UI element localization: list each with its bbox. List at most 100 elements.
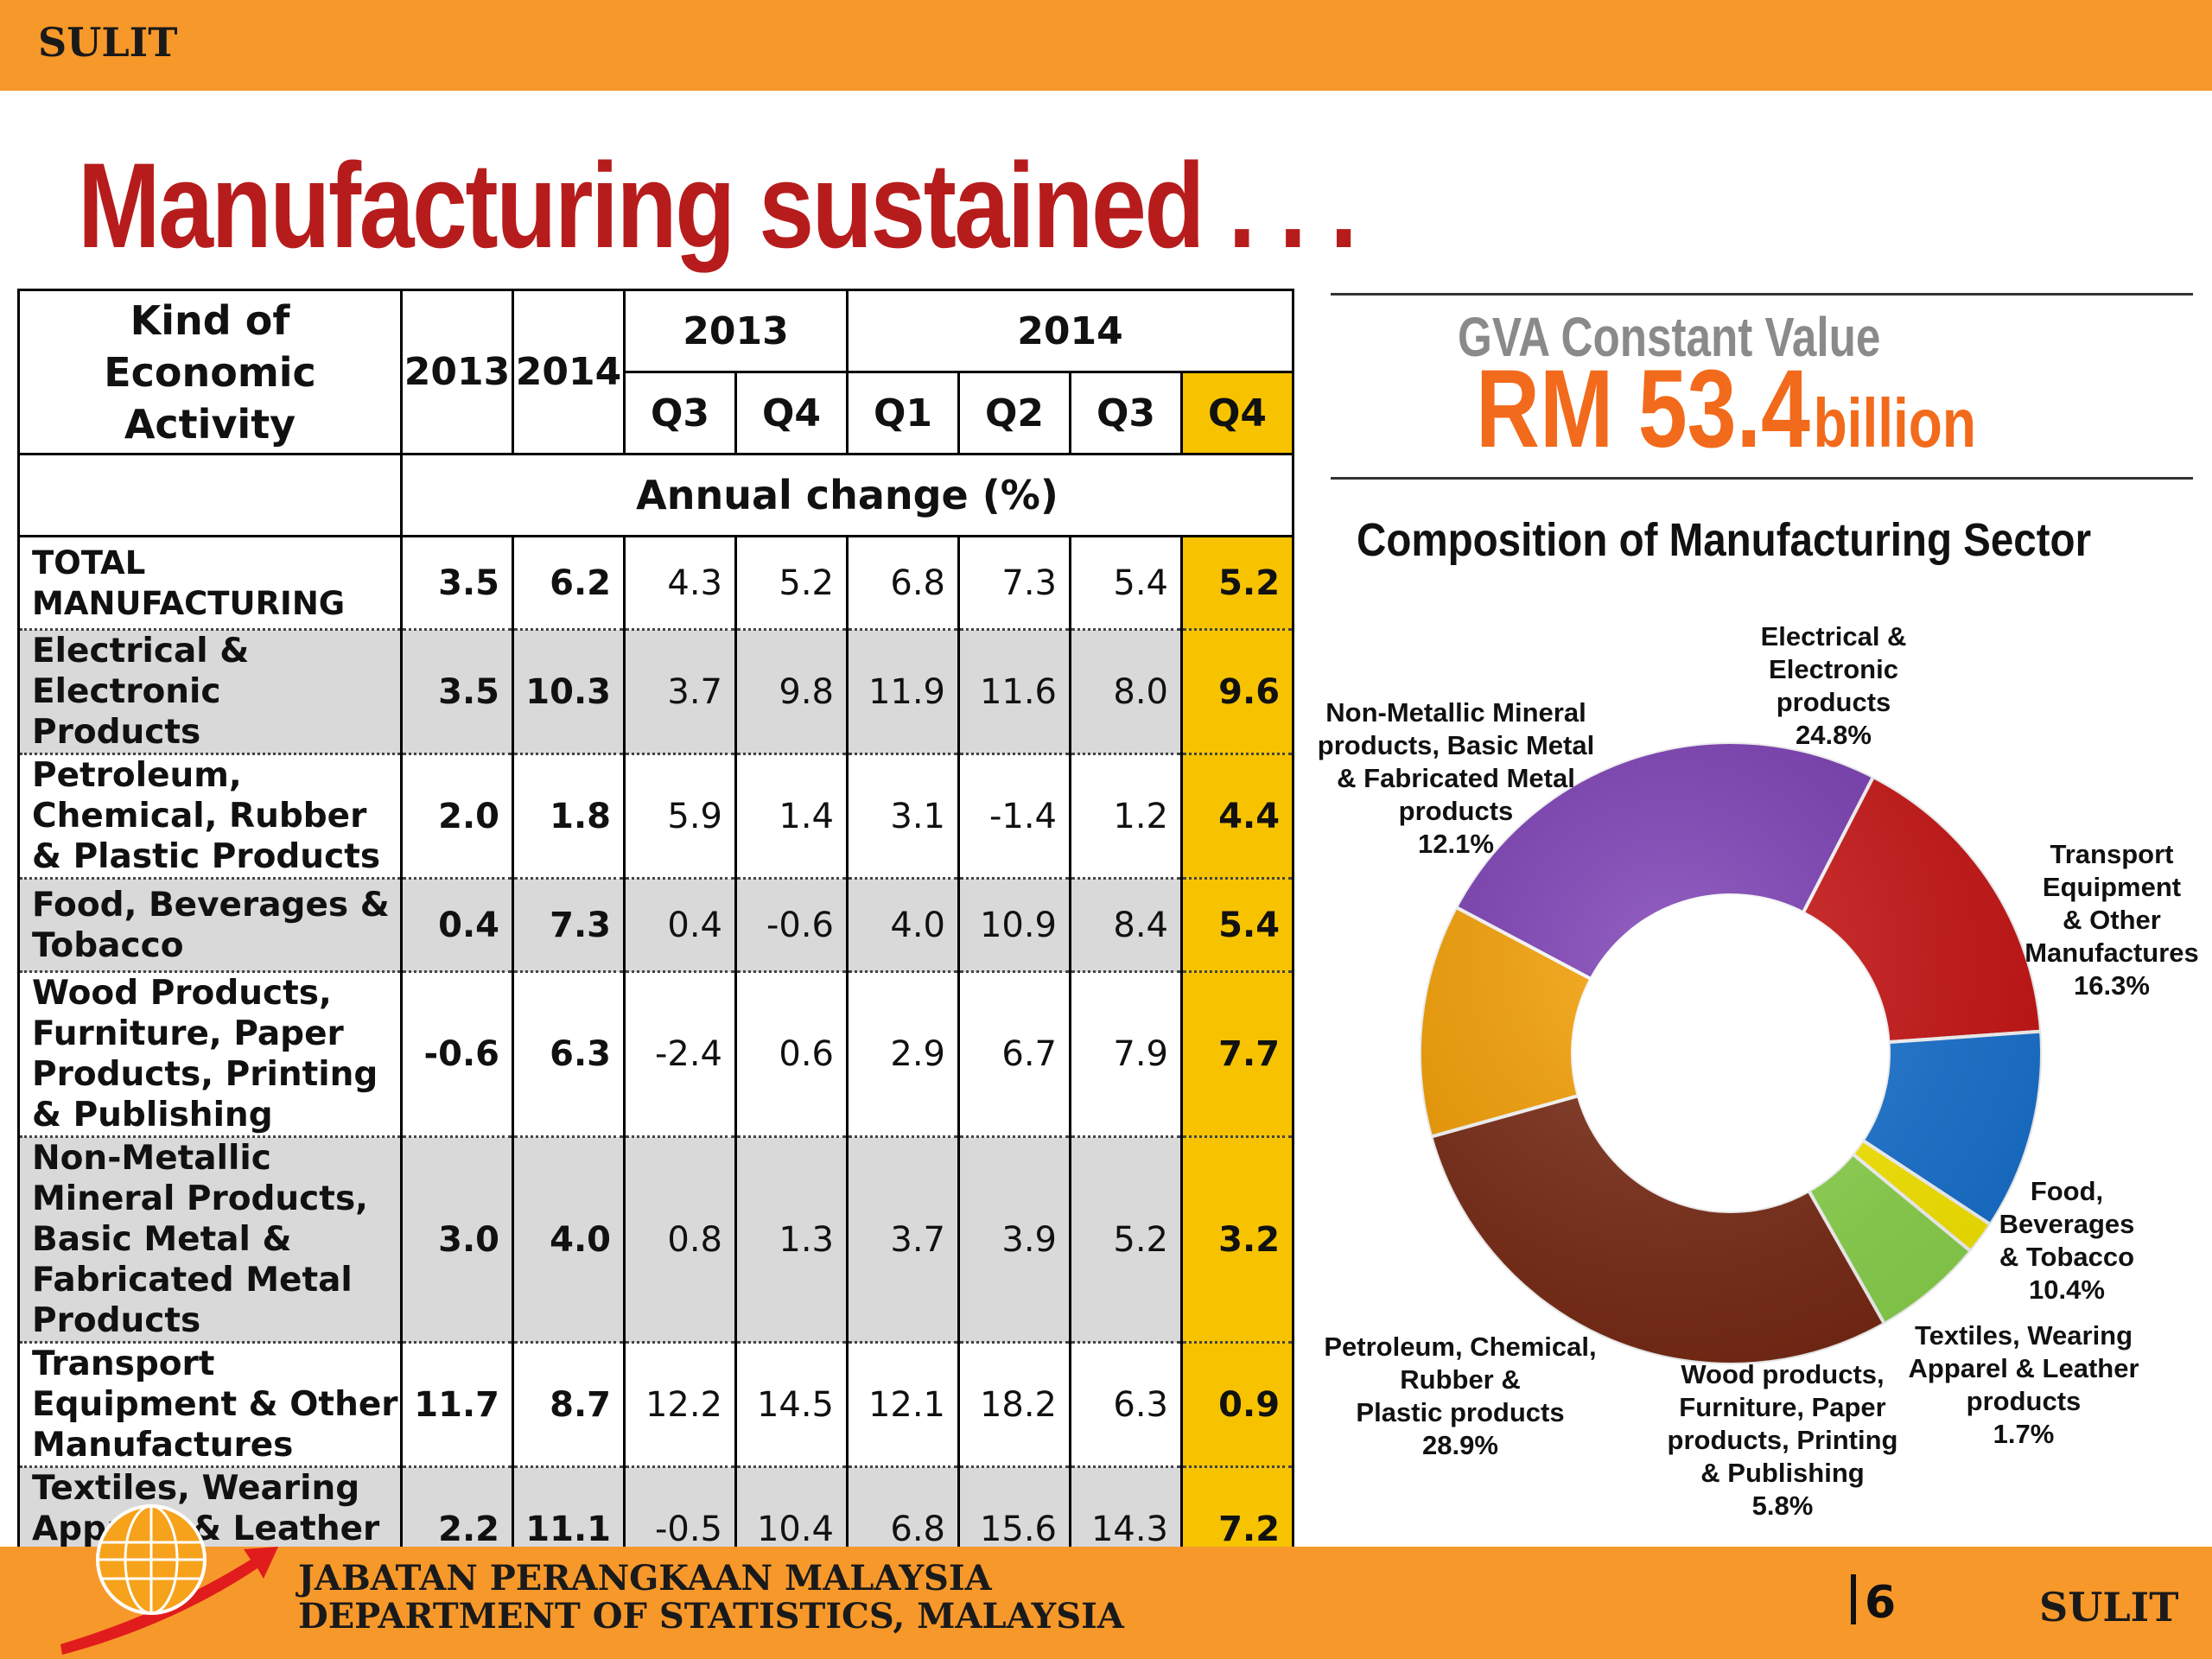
year-header: 2013 xyxy=(400,289,514,455)
top-banner xyxy=(0,0,2212,91)
quarter-value: 8.0 xyxy=(1069,629,1183,755)
quarter-value: 2.9 xyxy=(846,971,960,1138)
activity-header-spacer xyxy=(17,454,403,537)
donut-slice-label-line: Apparel & Leather xyxy=(1908,1353,2139,1383)
quarter-value: 9.8 xyxy=(734,629,849,755)
annual-value-2014: 6.2 xyxy=(512,536,626,631)
annual-value-2014: 8.7 xyxy=(512,1342,626,1468)
gva-value: RM 53.4 billion xyxy=(1476,354,1976,465)
quarter-value-highlight: 9.6 xyxy=(1179,629,1295,755)
department-logo-icon xyxy=(60,1504,278,1655)
department-name-english: DEPARTMENT OF STATISTICS, MALAYSIA xyxy=(298,1596,1124,1637)
donut-slice-label: Petroleum, Chemical, Rubber & Plastic prod… xyxy=(1324,1331,1596,1462)
quarter-group-header: 2014 xyxy=(845,289,1295,373)
donut-slice-label-line: products xyxy=(1776,687,1891,717)
quarter-value: 11.9 xyxy=(846,629,960,755)
quarter-group-header: 2013 xyxy=(623,289,849,373)
donut-slice-label-line: products, Printing xyxy=(1667,1425,1898,1455)
quarter-value: -0.6 xyxy=(734,878,849,973)
row-label: Electrical & Electronic Products xyxy=(17,629,403,755)
quarter-header: Q1 xyxy=(846,371,960,455)
annual-change-header: Annual change (%) xyxy=(399,453,1295,537)
quarter-value: 6.8 xyxy=(846,536,960,631)
bottom-banner xyxy=(0,1547,2212,1659)
divider-top xyxy=(1331,293,2193,296)
donut-slice-label-line: products xyxy=(1966,1386,2082,1416)
quarter-value: 14.5 xyxy=(734,1342,849,1468)
donut-slice-label-line: Food, xyxy=(2030,1176,2104,1206)
annual-value-2014: 1.8 xyxy=(512,753,626,880)
quarter-value: 1.3 xyxy=(734,1136,849,1344)
table-row: Non-Metallic Mineral Products, Basic Met… xyxy=(17,1136,1295,1344)
page-number: 6 xyxy=(1851,1574,1896,1629)
quarter-value: -1.4 xyxy=(957,753,1071,880)
quarter-value: 0.6 xyxy=(734,971,849,1138)
quarter-value: 8.4 xyxy=(1069,878,1183,973)
donut-slice-label-line: & Fabricated Metal xyxy=(1337,763,1575,793)
donut-slice-label-line: 1.7% xyxy=(1993,1419,2055,1449)
quarter-value: 6.7 xyxy=(957,971,1071,1138)
donut-slice-label-line: Non-Metallic Mineral xyxy=(1325,697,1586,728)
chart-title: Composition of Manufacturing Sector xyxy=(1357,514,2092,566)
donut-slices xyxy=(1418,741,2044,1366)
annual-value-2013: 2.0 xyxy=(400,753,514,880)
quarter-value: 0.4 xyxy=(623,878,737,973)
row-label: Non-Metallic Mineral Products, Basic Met… xyxy=(17,1136,403,1344)
quarter-value: 3.7 xyxy=(846,1136,960,1344)
gva-unit: billion xyxy=(1813,385,1976,461)
quarter-value: 1.2 xyxy=(1069,753,1183,880)
row-label: Wood Products, Furniture, Paper Products… xyxy=(17,971,403,1138)
gva-caption: GVA Constant Value xyxy=(1458,306,1881,368)
donut-slice-label: Electrical & Electronic products 24.8% xyxy=(1761,620,1907,752)
table-row: TOTAL MANUFACTURING 3.5 6.2 4.3 5.2 6.8 7.3 5.4… xyxy=(17,536,1295,631)
quarter-value: 1.4 xyxy=(734,753,849,880)
quarter-value-highlight: 5.4 xyxy=(1179,878,1295,973)
quarter-value: 4.3 xyxy=(623,536,737,631)
quarter-value: 7.3 xyxy=(957,536,1071,631)
quarter-header-highlight: Q4 xyxy=(1179,371,1295,455)
donut-slice-label-line: products xyxy=(1398,796,1514,826)
quarter-header: Q3 xyxy=(623,371,737,455)
donut-slice-label-line: Electronic xyxy=(1769,654,1898,684)
donut-slice-label-line: Manufactures xyxy=(2024,938,2199,968)
quarter-value: 3.9 xyxy=(957,1136,1071,1344)
quarter-value: 18.2 xyxy=(957,1342,1071,1468)
donut-slice-label: Food, Beverages & Tobacco 10.4% xyxy=(1999,1175,2135,1306)
quarter-value: 5.9 xyxy=(623,753,737,880)
donut-slice-label-line: 28.9% xyxy=(1422,1430,1498,1460)
annual-value-2013: -0.6 xyxy=(400,971,514,1138)
quarter-value: 3.7 xyxy=(623,629,737,755)
department-name: JABATAN PERANGKAAN MALAYSIA DEPARTMENT O… xyxy=(298,1560,1124,1636)
donut-slice-label-line: Rubber & xyxy=(1400,1364,1521,1395)
donut-slice-label-line: Beverages xyxy=(1999,1209,2135,1239)
donut-slice-label: Wood products, Furniture, Paper products, … xyxy=(1668,1358,1898,1522)
quarter-value: 7.9 xyxy=(1069,971,1183,1138)
row-label: Transport Equipment & Other Manufactures xyxy=(17,1342,403,1468)
growth-table: Kind of Economic Activity 2013 2014 2013… xyxy=(17,289,1295,1592)
donut-slice-label-line: Wood products, xyxy=(1681,1359,1885,1389)
donut-slice-label-line: 10.4% xyxy=(2029,1274,2105,1305)
quarter-value: 3.1 xyxy=(846,753,960,880)
annual-value-2014: 7.3 xyxy=(512,878,626,973)
annual-value-2013: 3.5 xyxy=(400,536,514,631)
donut-slice-label-line: 5.8% xyxy=(1751,1491,1814,1521)
donut-slice-label-line: Transport xyxy=(2050,839,2174,869)
quarter-value: 11.6 xyxy=(957,629,1071,755)
donut-shading xyxy=(1420,742,2042,1364)
donut-slice-label-line: 24.8% xyxy=(1796,720,1872,750)
table-row: Petroleum, Chemical, Rubber & Plastic Pr… xyxy=(17,753,1295,880)
donut-slice-label-line: 12.1% xyxy=(1418,829,1494,859)
donut-slice-label-line: Equipment xyxy=(2042,872,2182,902)
table-row: Food, Beverages & Tobacco 0.4 7.3 0.4 -0.6 4.… xyxy=(17,878,1295,973)
growth-table-container: Kind of Economic Activity 2013 2014 2013… xyxy=(17,289,1295,1592)
donut-slice-label-line: 16.3% xyxy=(2074,970,2150,1001)
quarter-value: 5.4 xyxy=(1069,536,1183,631)
quarter-value: 4.0 xyxy=(846,878,960,973)
row-label: Food, Beverages & Tobacco xyxy=(17,878,403,973)
donut-slice-label-line: Petroleum, Chemical, xyxy=(1324,1332,1597,1362)
gva-amount: RM 53.4 xyxy=(1476,347,1810,471)
annual-value-2013: 3.0 xyxy=(400,1136,514,1344)
quarter-value: 10.9 xyxy=(957,878,1071,973)
quarter-value: 12.1 xyxy=(846,1342,960,1468)
donut-slice-label: Textiles, Wearing Apparel & Leather produc… xyxy=(1908,1319,2139,1451)
